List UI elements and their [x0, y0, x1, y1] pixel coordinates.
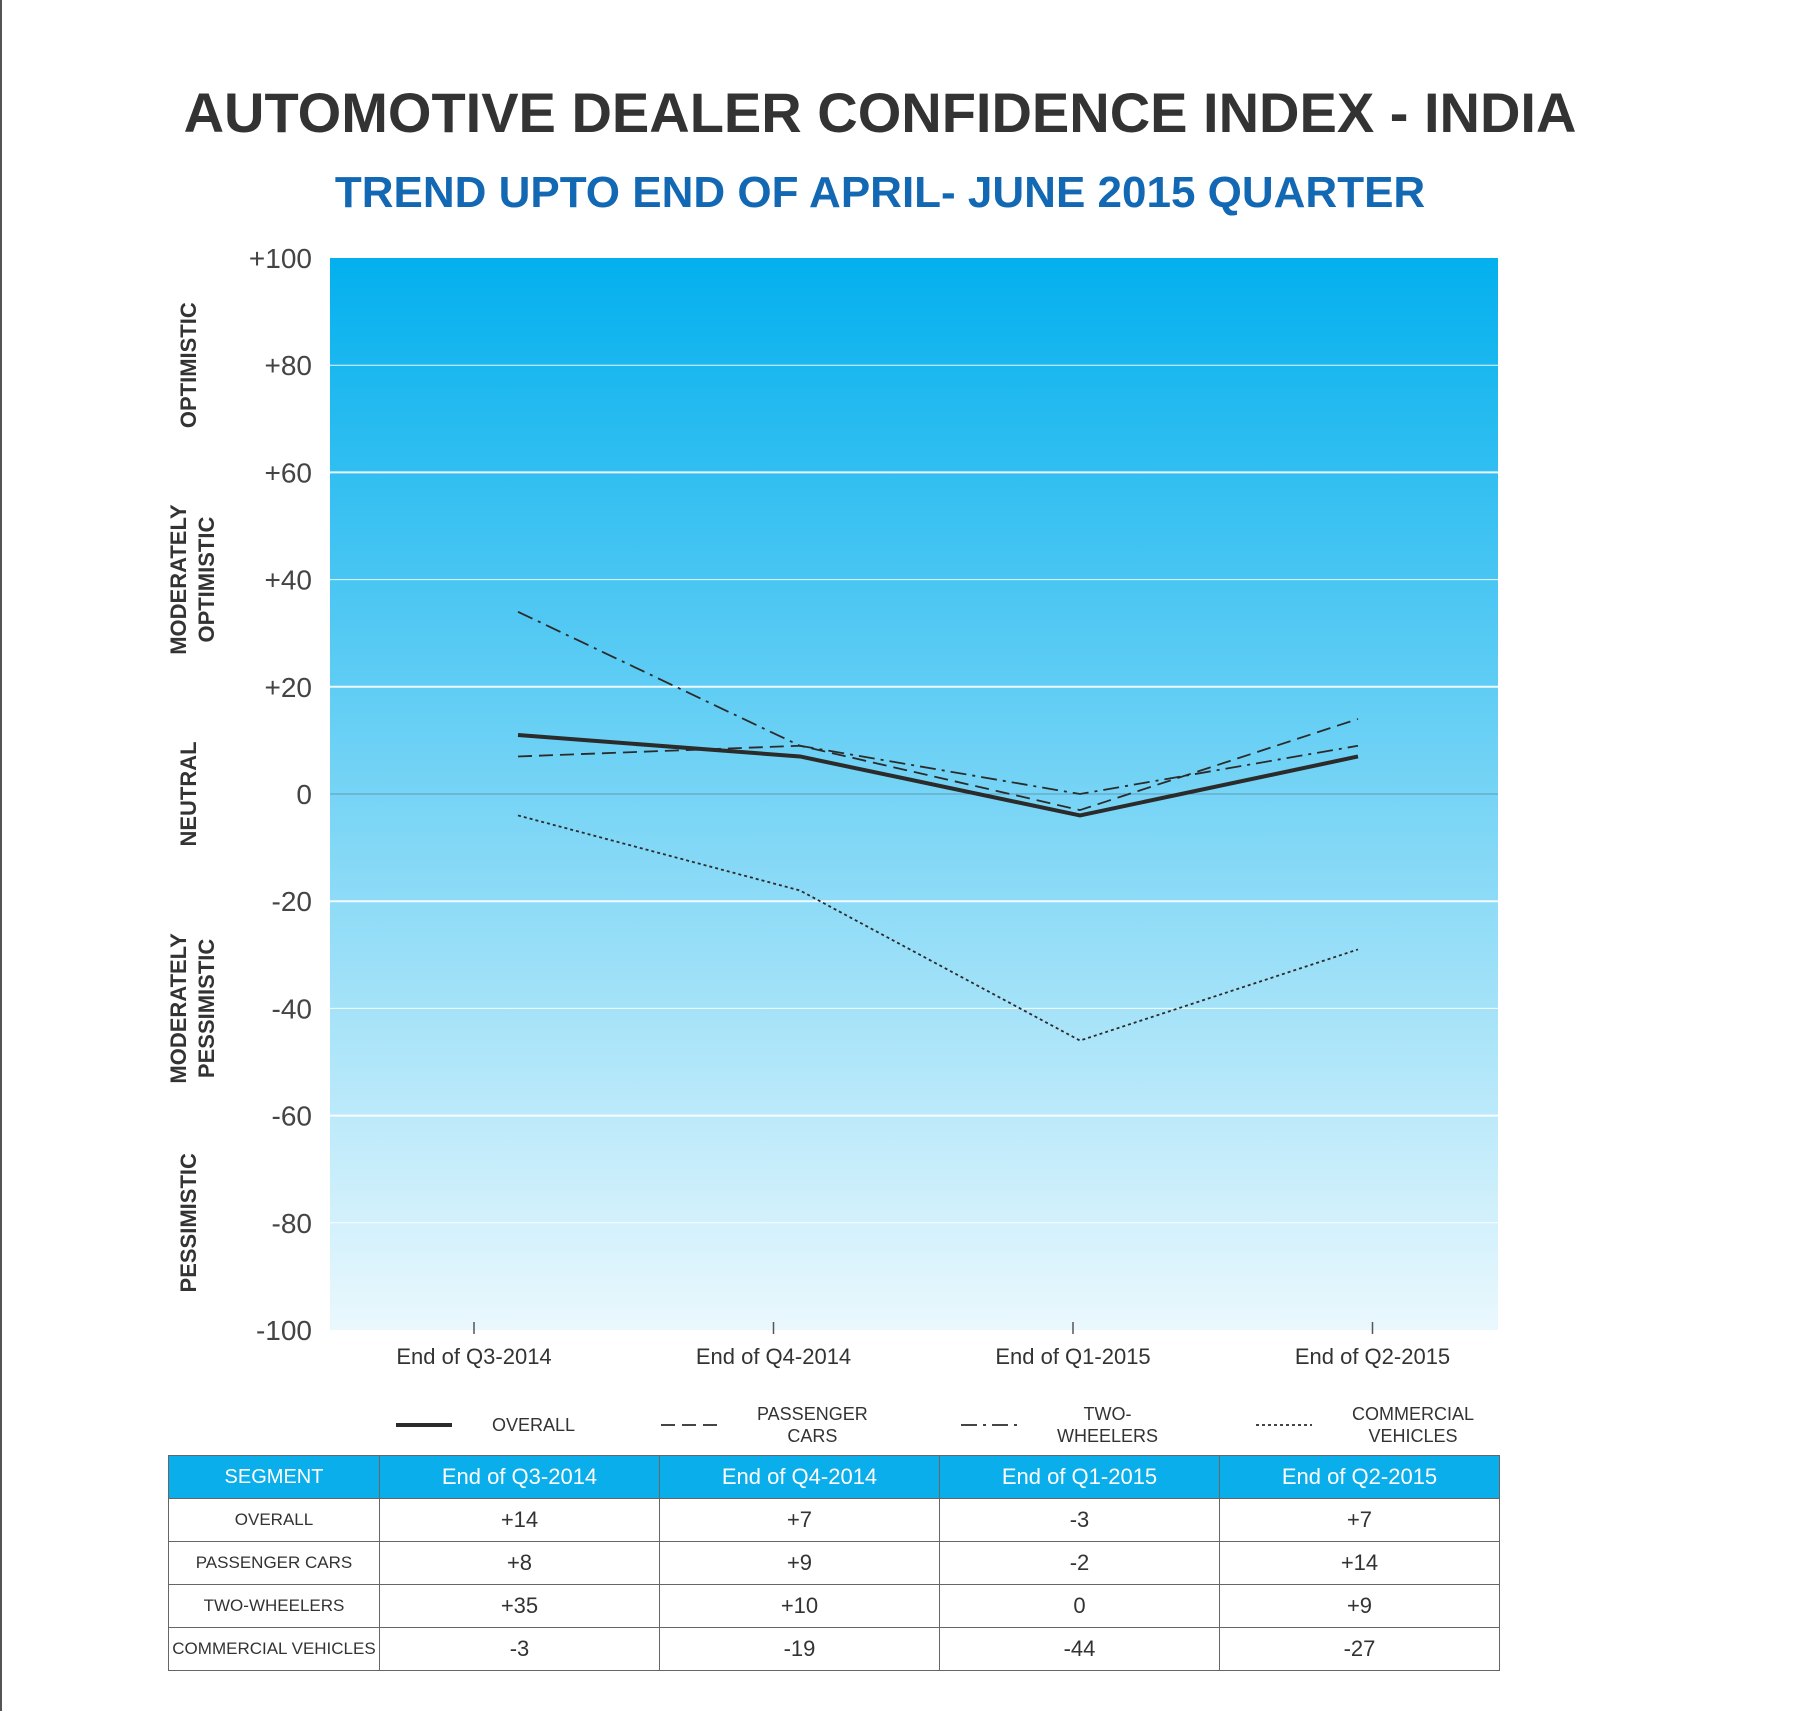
- value-cell: -3: [939, 1498, 1220, 1542]
- series-line-2: [517, 718, 1359, 811]
- legend-swatch: [396, 1423, 452, 1427]
- value-cell: +14: [379, 1498, 660, 1542]
- legend-label: COMMERCIAL VEHICLES: [1352, 1404, 1475, 1446]
- series-line-3: [517, 610, 1359, 795]
- y-tick-label: 0: [296, 779, 312, 810]
- x-tick-label: End of Q4-2014: [696, 1344, 851, 1369]
- legend-label: TWO- WHEELERS: [1057, 1404, 1159, 1446]
- segment-cell: TWO-WHEELERS: [168, 1584, 380, 1628]
- zone-label: PESSIMISTIC: [176, 1153, 201, 1292]
- y-tick-label: -20: [272, 886, 312, 917]
- legend-label: PASSENGER CARS: [757, 1404, 868, 1446]
- zone-label: OPTIMISTIC: [176, 302, 201, 428]
- table-row: TWO-WHEELERS +35 +10 0 +9: [168, 1584, 1500, 1628]
- series-line-1: [517, 733, 1359, 818]
- y-tick-label: -80: [272, 1208, 312, 1239]
- table-row: PASSENGER CARS +8 +9 -2 +14: [168, 1541, 1500, 1585]
- y-tick-label: -40: [272, 993, 312, 1024]
- table-header-cell: End of Q4-2014: [659, 1455, 940, 1499]
- table-header-cell: End of Q3-2014: [379, 1455, 660, 1499]
- value-cell: +9: [1219, 1584, 1500, 1628]
- y-tick-label: +20: [265, 672, 313, 703]
- table-header-cell: End of Q2-2015: [1219, 1455, 1500, 1499]
- value-cell: -2: [939, 1541, 1220, 1585]
- legend-swatch: [1256, 1424, 1312, 1426]
- value-cell: +9: [659, 1541, 940, 1585]
- segment-cell: PASSENGER CARS: [168, 1541, 380, 1585]
- y-tick-label: +80: [265, 350, 313, 381]
- value-cell: +14: [1219, 1541, 1500, 1585]
- value-cell: -3: [379, 1627, 660, 1671]
- segment-cell: COMMERCIAL VEHICLES: [168, 1627, 380, 1671]
- legend-item: PASSENGER CARS: [645, 1395, 868, 1455]
- zone-label: NEUTRAL: [176, 741, 201, 846]
- y-tick-label: -100: [256, 1315, 312, 1346]
- zone-label: MODERATELY PESSIMISTIC: [166, 933, 219, 1084]
- chart-title: AUTOMOTIVE DEALER CONFIDENCE INDEX - IND…: [183, 81, 1577, 144]
- table-row: COMMERCIAL VEHICLES -3 -19 -44 -27: [168, 1627, 1500, 1671]
- value-cell: +35: [379, 1584, 660, 1628]
- value-cell: +8: [379, 1541, 660, 1585]
- value-cell: +7: [659, 1498, 940, 1542]
- x-tick-label: End of Q2-2015: [1295, 1344, 1450, 1369]
- series-line-4: [517, 814, 1359, 1042]
- data-table: SEGMENT End of Q3-2014 End of Q4-2014 End o…: [168, 1455, 1500, 1671]
- y-tick-label: +40: [265, 565, 313, 596]
- segment-cell: OVERALL: [168, 1498, 380, 1542]
- value-cell: -44: [939, 1627, 1220, 1671]
- chart-legend: OVERALL PASSENGER CARS TWO- WHEELERS COMMER…: [380, 1395, 1500, 1455]
- chart-subtitle: TREND UPTO END OF APRIL- JUNE 2015 QUART…: [334, 168, 1426, 217]
- y-tick-label: +60: [265, 457, 313, 488]
- table-header-cell: SEGMENT: [168, 1455, 380, 1499]
- value-cell: 0: [939, 1584, 1220, 1628]
- legend-item: OVERALL: [380, 1395, 575, 1455]
- value-cell: +10: [659, 1584, 940, 1628]
- value-cell: +7: [1219, 1498, 1500, 1542]
- legend-swatch: [961, 1424, 1017, 1426]
- x-tick-label: End of Q1-2015: [995, 1344, 1150, 1369]
- zone-label: MODERATELY OPTIMISTIC: [166, 504, 219, 655]
- table-header-cell: End of Q1-2015: [939, 1455, 1220, 1499]
- left-border: [0, 0, 2, 1711]
- line-chart: +100 +80 +60 +40 +20 0 -20 -40 -60 -80 -100 OPTIMIS…: [166, 243, 1498, 1369]
- legend-label: OVERALL: [492, 1415, 576, 1435]
- legend-item: TWO- WHEELERS: [945, 1395, 1158, 1455]
- table-row: OVERALL +14 +7 -3 +7: [168, 1498, 1500, 1542]
- x-tick-label: End of Q3-2014: [396, 1344, 551, 1369]
- legend-swatch: [661, 1424, 717, 1426]
- value-cell: -19: [659, 1627, 940, 1671]
- y-tick-label: +100: [249, 243, 312, 274]
- y-tick-label: -60: [272, 1101, 312, 1132]
- value-cell: -27: [1219, 1627, 1500, 1671]
- legend-item: COMMERCIAL VEHICLES: [1240, 1395, 1474, 1455]
